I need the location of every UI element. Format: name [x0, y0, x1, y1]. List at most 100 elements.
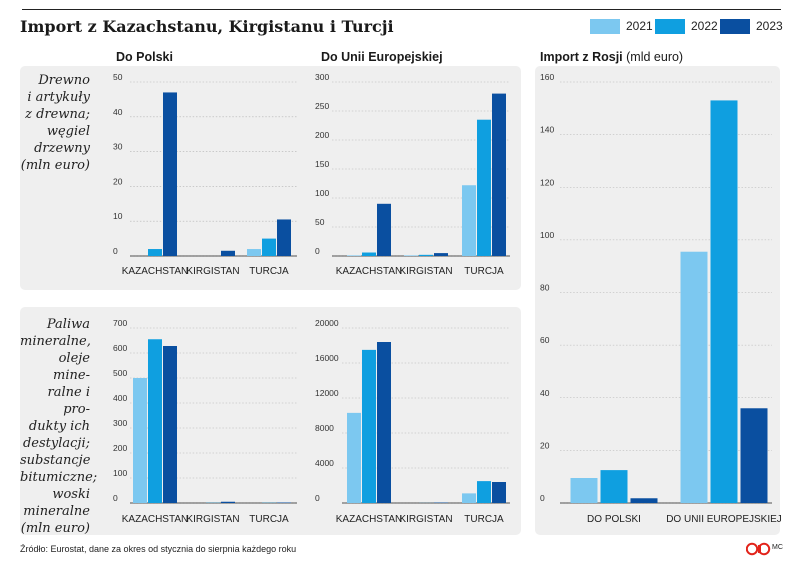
- fuel-poland-bar: [163, 346, 177, 503]
- credit-initials: MC: [772, 544, 783, 551]
- russia-title: Import z Rosji: [540, 50, 623, 64]
- russia-tick-label: 20: [540, 440, 550, 450]
- column-head-eu: Do Unii Europejskiej: [321, 50, 443, 64]
- fuel-eu-bar: [377, 342, 391, 503]
- wood-eu-category-label: KIRGISTAN: [399, 266, 452, 277]
- fuel-eu-tick-label: 0: [315, 493, 320, 503]
- fuel-eu-bar: [362, 349, 376, 503]
- wood-poland-tick-label: 30: [113, 142, 123, 152]
- wood-eu-tick-label: 50: [315, 217, 325, 227]
- fuel-poland-bar: [221, 501, 235, 503]
- legend-item-2023: 2023: [720, 17, 783, 35]
- row-label-wood: Drewno i artykuły z drewna; węgiel drzew…: [20, 73, 90, 173]
- legend-swatch-2021: [590, 18, 620, 34]
- russia-tick-label: 120: [540, 177, 554, 187]
- wood-poland-tick-label: 40: [113, 107, 123, 117]
- legend-label-2022: 2022: [691, 19, 718, 33]
- russia-bar: [740, 408, 768, 503]
- fuel-poland-tick-label: 600: [113, 343, 127, 353]
- wood-eu-tick-label: 0: [315, 246, 320, 256]
- wood-poland-category-label: KIRGISTAN: [186, 266, 239, 277]
- fuel-eu-tick-label: 8000: [315, 423, 334, 433]
- russia-bar: [710, 100, 738, 503]
- wood-poland-category-label: TURCJA: [249, 266, 289, 277]
- source-note: Źródło: Eurostat, dane za okres od stycz…: [20, 544, 297, 554]
- top-rule: [22, 9, 781, 10]
- fuel-poland-category-label: TURCJA: [249, 514, 289, 525]
- wood-eu-tick-label: 100: [315, 188, 329, 198]
- wood-poland-bar: [148, 249, 162, 256]
- wood-eu-category-label: TURCJA: [464, 266, 504, 277]
- russia-category-label: DO POLSKI: [587, 514, 641, 525]
- russia-tick-label: 100: [540, 230, 554, 240]
- fuel-poland-category-label: KAZACHSTAN: [122, 514, 189, 525]
- wood-eu-bar: [347, 255, 361, 256]
- wood-eu-bar: [377, 203, 391, 256]
- russia-bar: [680, 251, 708, 503]
- panel-fuel: [20, 307, 521, 535]
- fuel-poland-tick-label: 500: [113, 368, 127, 378]
- wood-poland-bar: [262, 238, 276, 256]
- russia-unit: (mld euro): [626, 50, 684, 64]
- wood-poland-tick-label: 10: [113, 211, 123, 221]
- publisher-logo-icon: [746, 542, 771, 556]
- wood-eu-tick-label: 250: [315, 101, 329, 111]
- fuel-poland-tick-label: 400: [113, 393, 127, 403]
- fuel-eu-category-label: TURCJA: [464, 514, 504, 525]
- fuel-eu-category-label: KIRGISTAN: [399, 514, 452, 525]
- fuel-poland-category-label: KIRGISTAN: [186, 514, 239, 525]
- fuel-poland-tick-label: 100: [113, 468, 127, 478]
- legend-item-2021: 2021: [590, 17, 653, 35]
- column-head-poland: Do Polski: [116, 50, 173, 64]
- fuel-eu-tick-label: 16000: [315, 353, 339, 363]
- page-title: Import z Kazachstanu, Kirgistanu i Turcj…: [20, 17, 394, 36]
- wood-eu-tick-label: 200: [315, 130, 329, 140]
- russia-bar: [600, 470, 628, 503]
- russia-tick-label: 80: [540, 283, 550, 293]
- legend-label-2021: 2021: [626, 19, 653, 33]
- fuel-eu-bar: [462, 493, 476, 503]
- wood-eu-bar: [477, 119, 491, 256]
- fuel-eu-bar: [477, 481, 491, 503]
- legend-item-2022: 2022: [655, 17, 718, 35]
- fuel-poland-tick-label: 200: [113, 443, 127, 453]
- russia-tick-label: 60: [540, 335, 550, 345]
- wood-poland-bar: [163, 92, 177, 256]
- wood-eu-bar: [492, 93, 506, 256]
- wood-poland-category-label: KAZACHSTAN: [122, 266, 189, 277]
- wood-eu-bar: [419, 254, 433, 256]
- fuel-eu-tick-label: 12000: [315, 388, 339, 398]
- fuel-poland-tick-label: 0: [113, 493, 118, 503]
- wood-poland-bar: [247, 249, 261, 256]
- russia-bar: [630, 498, 658, 503]
- wood-poland-tick-label: 0: [113, 246, 118, 256]
- fuel-poland-tick-label: 300: [113, 418, 127, 428]
- wood-poland-bar: [277, 219, 291, 256]
- fuel-poland-tick-label: 700: [113, 318, 127, 328]
- wood-eu-bar: [434, 253, 448, 256]
- legend-swatch-2023: [720, 18, 750, 34]
- russia-tick-label: 40: [540, 388, 550, 398]
- fuel-eu-tick-label: 4000: [315, 458, 334, 468]
- wood-poland-bar: [221, 250, 235, 256]
- fuel-poland-bar: [277, 502, 291, 503]
- wood-poland-tick-label: 20: [113, 176, 123, 186]
- row-label-fuel: Paliwa mineralne, oleje mine- ralne i pr…: [20, 317, 98, 536]
- wood-eu-bar: [362, 252, 376, 256]
- wood-eu-category-label: KAZACHSTAN: [336, 266, 403, 277]
- wood-poland-tick-label: 50: [113, 72, 123, 82]
- wood-eu-bar: [462, 185, 476, 256]
- fuel-eu-bar: [492, 482, 506, 503]
- fuel-poland-bar: [133, 378, 147, 503]
- panel-russia: [535, 66, 780, 535]
- wood-eu-bar: [404, 255, 418, 256]
- fuel-eu-bar: [347, 412, 361, 503]
- fuel-eu-tick-label: 20000: [315, 318, 339, 328]
- legend-swatch-2022: [655, 18, 685, 34]
- fuel-poland-bar: [148, 339, 162, 503]
- russia-tick-label: 160: [540, 72, 554, 82]
- russia-tick-label: 140: [540, 125, 554, 135]
- russia-category-label: DO UNII EUROPEJSKIEJ: [666, 514, 782, 525]
- legend-label-2023: 2023: [756, 19, 783, 33]
